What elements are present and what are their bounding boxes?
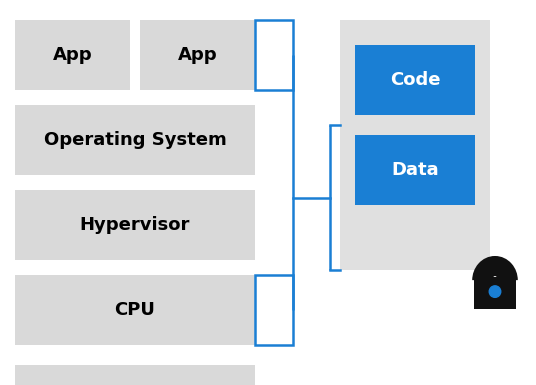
Bar [15,365,255,385]
Text: Hypervisor: Hypervisor [80,216,190,234]
Bar [255,275,293,345]
Bar [474,277,516,309]
Bar [15,275,255,345]
Bar [15,20,130,90]
Bar [340,20,490,270]
Bar [355,135,475,205]
Bar [15,105,255,175]
Text: App: App [53,46,92,64]
Bar [140,20,255,90]
Circle shape [489,286,501,297]
Text: Operating System: Operating System [43,131,226,149]
Text: App: App [178,46,217,64]
Text: Code: Code [390,71,440,89]
Bar [340,20,490,270]
Bar [355,45,475,115]
Bar [15,190,255,260]
Text: Data: Data [391,161,439,179]
Text: CPU: CPU [115,301,155,319]
Bar [255,20,293,90]
